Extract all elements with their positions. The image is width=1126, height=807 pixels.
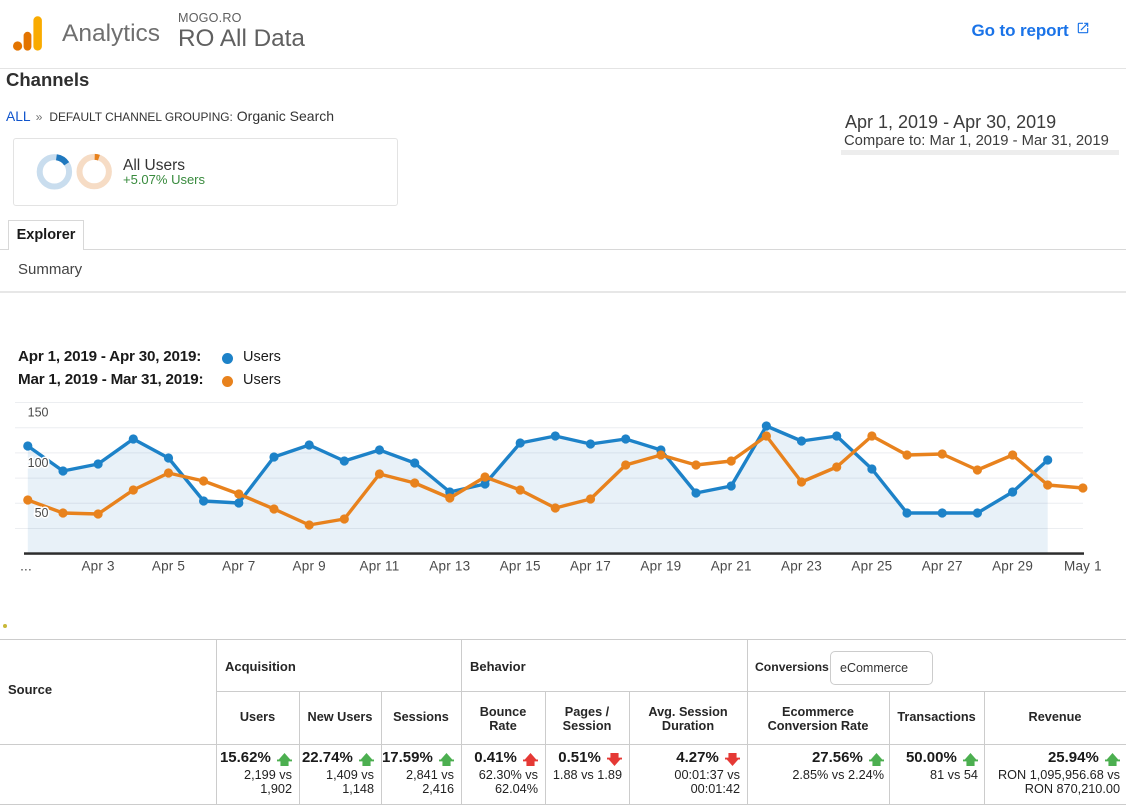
svg-text:Apr 17: Apr 17: [570, 559, 611, 574]
svg-text:50: 50: [35, 506, 49, 520]
svg-text:Apr 21: Apr 21: [711, 559, 752, 574]
svg-text:150: 150: [28, 406, 49, 420]
svg-text:Apr 27: Apr 27: [922, 559, 963, 574]
svg-text:Apr 29: Apr 29: [992, 559, 1033, 574]
svg-text:Apr 11: Apr 11: [360, 559, 400, 574]
svg-text:Apr 25: Apr 25: [851, 559, 892, 574]
svg-text:Apr 9: Apr 9: [293, 559, 326, 574]
svg-text:100: 100: [28, 456, 49, 470]
svg-text:Apr 7: Apr 7: [222, 559, 255, 574]
svg-text:May 1: May 1: [1064, 559, 1102, 574]
svg-text:Apr 19: Apr 19: [640, 559, 681, 574]
svg-text:...: ...: [20, 559, 32, 574]
svg-text:Apr 13: Apr 13: [429, 559, 470, 574]
svg-text:Apr 23: Apr 23: [781, 559, 822, 574]
svg-text:Apr 3: Apr 3: [81, 559, 114, 574]
svg-text:Apr 5: Apr 5: [152, 559, 185, 574]
svg-text:Apr 15: Apr 15: [500, 559, 541, 574]
